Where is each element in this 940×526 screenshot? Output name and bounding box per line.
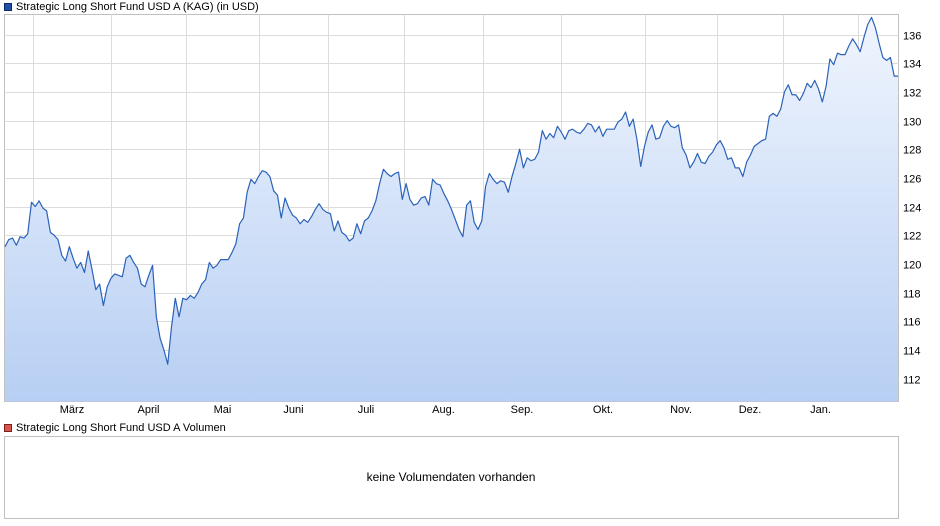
y-tick-label: 126 [903, 174, 921, 186]
y-tick-label: 132 [903, 88, 921, 100]
price-legend-swatch [4, 3, 12, 11]
x-tick-label: Mai [214, 404, 232, 416]
x-tick-label: Juni [283, 404, 303, 416]
y-tick-label: 114 [903, 346, 921, 358]
price-legend-label: Strategic Long Short Fund USD A (KAG) (i… [16, 1, 259, 13]
volume-panel-frame [4, 436, 899, 519]
price-line [4, 16, 898, 365]
volume-legend: Strategic Long Short Fund USD A Volumen [4, 421, 226, 435]
y-tick-label: 112 [903, 375, 921, 387]
y-tick-label: 134 [903, 59, 921, 71]
x-tick-label: Sep. [511, 404, 534, 416]
y-tick-label: 128 [903, 145, 921, 157]
y-tick-label: 120 [903, 260, 921, 272]
volume-legend-swatch [4, 424, 12, 432]
y-tick-label: 118 [903, 289, 921, 301]
x-tick-label: Aug. [432, 404, 455, 416]
x-tick-label: Dez. [739, 404, 762, 416]
y-tick-label: 124 [903, 203, 921, 215]
x-tick-label: Jan. [810, 404, 831, 416]
y-tick-label: 136 [903, 31, 921, 43]
y-tick-label: 116 [903, 317, 921, 329]
price-legend: Strategic Long Short Fund USD A (KAG) (i… [4, 0, 259, 14]
y-tick-label: 122 [903, 231, 921, 243]
x-tick-label: Juli [358, 404, 375, 416]
x-tick-label: April [137, 404, 159, 416]
x-tick-label: März [60, 404, 84, 416]
x-tick-label: Nov. [670, 404, 692, 416]
no-volume-message: keine Volumendaten vorhanden [366, 470, 536, 484]
volume-legend-label: Strategic Long Short Fund USD A Volumen [16, 422, 226, 434]
x-tick-label: Okt. [593, 404, 613, 416]
y-tick-label: 130 [903, 117, 921, 129]
